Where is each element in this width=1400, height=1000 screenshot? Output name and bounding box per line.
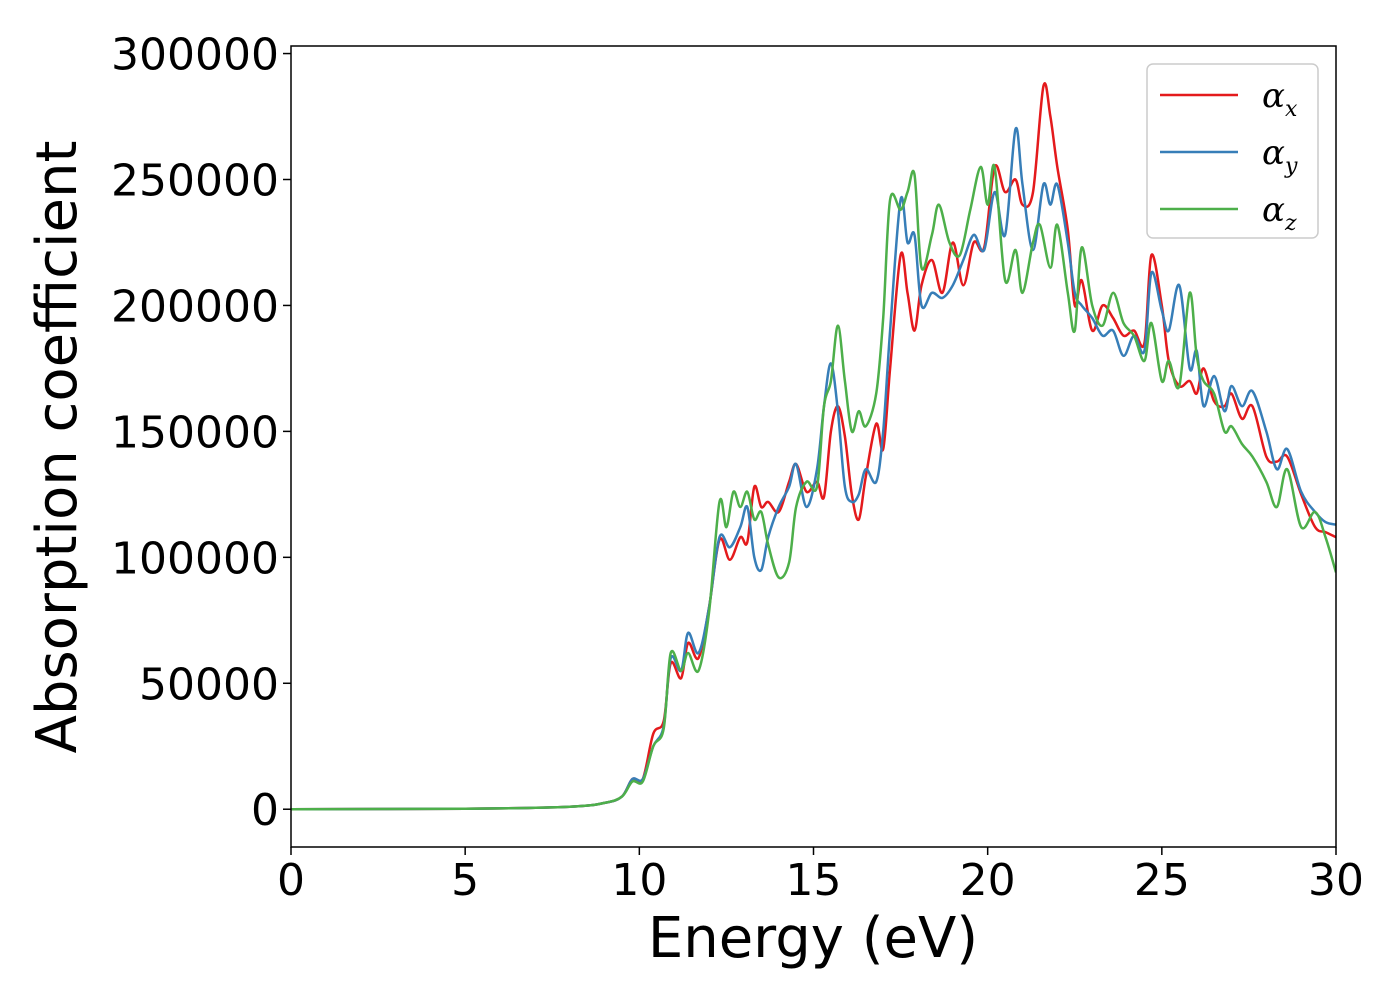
y-tick-label: 300000 (111, 30, 279, 81)
legend-label-subscript: z (1284, 211, 1297, 236)
x-axis: 0 5 10 15 20 25 30 (277, 847, 1364, 906)
legend-label-subscript: x (1285, 97, 1298, 122)
legend-label-subscript: y (1284, 154, 1298, 179)
legend-label-y: αy (1262, 133, 1298, 179)
legend-label-main: α (1262, 190, 1285, 230)
y-tick-label: 100000 (111, 533, 279, 584)
x-tick-label: 20 (960, 855, 1016, 906)
y-axis: 0 50000 100000 150000 200000 250000 300000 (111, 30, 291, 836)
x-tick-label: 15 (786, 855, 842, 906)
x-tick-label: 10 (611, 855, 667, 906)
y-tick-label: 200000 (111, 281, 279, 332)
y-tick-label: 0 (251, 785, 279, 836)
legend-label-x: αx (1262, 76, 1298, 122)
x-tick-label: 5 (451, 855, 479, 906)
x-tick-label: 30 (1308, 855, 1364, 906)
legend-label-main: α (1262, 133, 1285, 173)
series-line-z (291, 163, 1336, 811)
y-tick-label: 50000 (139, 659, 279, 710)
y-tick-label: 250000 (111, 156, 279, 207)
x-tick-label: 25 (1134, 855, 1190, 906)
x-axis-title: Energy (eV) (648, 906, 978, 971)
series-layer (291, 82, 1336, 811)
x-tick-label: 0 (277, 855, 305, 906)
legend-label-z: αz (1262, 190, 1297, 236)
y-tick-label: 150000 (111, 407, 279, 458)
legend-label-main: α (1262, 76, 1285, 116)
y-axis-title: Absorption coefficient (25, 141, 90, 754)
